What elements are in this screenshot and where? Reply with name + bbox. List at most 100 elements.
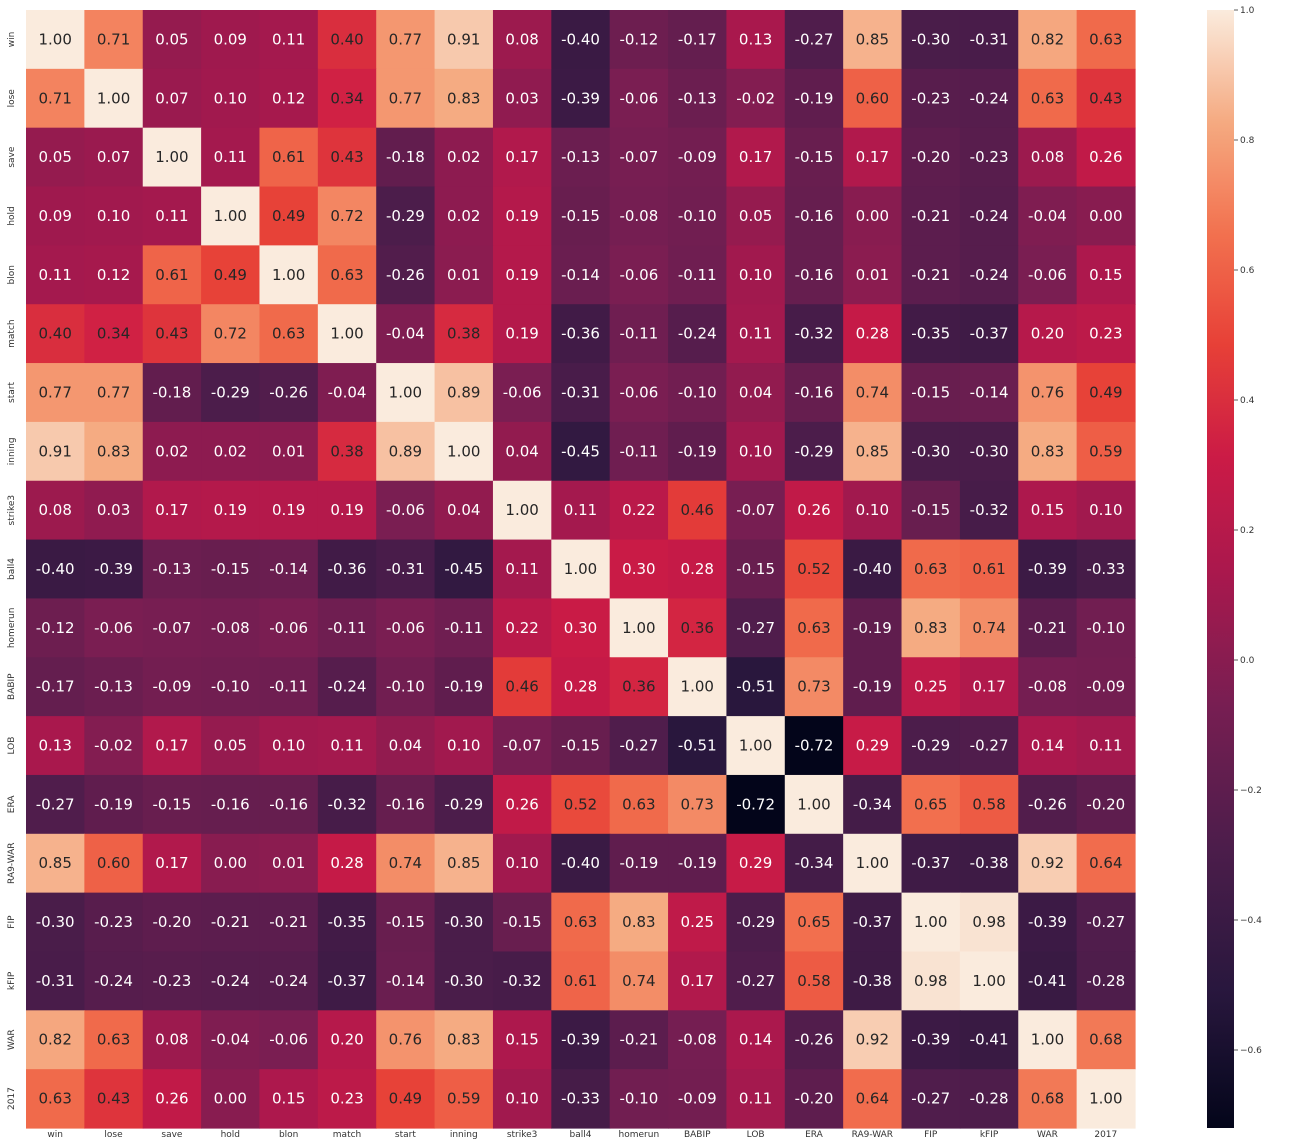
heatmap-cell-label: 0.49 — [389, 1090, 422, 1108]
heatmap-cell-start-strike3 — [492, 363, 552, 423]
heatmap-cell-ball4-match — [317, 539, 377, 600]
heatmap-cell-WAR-blon — [259, 1010, 319, 1070]
heatmap-cell-label: 0.61 — [564, 972, 597, 990]
heatmap-cell-kFIP-FIP — [901, 951, 961, 1011]
heatmap-cell-label: 0.05 — [739, 207, 772, 225]
heatmap-cell-strike3-RA9-WAR — [843, 480, 903, 541]
heatmap-cell-label: 0.10 — [214, 89, 247, 107]
heatmap-cell-RA9-WAR-ball4 — [551, 833, 611, 894]
heatmap-cell-label: 0.49 — [214, 266, 247, 284]
heatmap-cell-label: 1.00 — [739, 737, 772, 755]
x-tick-label: lose — [104, 1130, 123, 1140]
x-tick-label: ball4 — [570, 1130, 592, 1140]
heatmap-cell-label: -0.24 — [970, 266, 1009, 284]
heatmap-cell-label: 0.74 — [622, 972, 655, 990]
heatmap-cell-label: -0.23 — [911, 89, 950, 107]
heatmap-cell-2017-ball4 — [551, 1069, 611, 1129]
heatmap-cell-label: -0.27 — [970, 737, 1009, 755]
heatmap-cell-start-save — [142, 363, 202, 423]
x-tick-label: 2017 — [1094, 1130, 1117, 1140]
y-tick-label: win — [7, 32, 17, 48]
y-tick-label: 2017 — [7, 1087, 17, 1110]
heatmap-cell-homerun-BABIP — [668, 598, 728, 658]
heatmap-cell-homerun-ERA — [784, 598, 844, 658]
heatmap-cell-ball4-blon — [259, 539, 319, 600]
heatmap-cell-kFIP-save — [142, 951, 202, 1011]
heatmap-cells — [26, 10, 1136, 1129]
heatmap-cell-WAR-ball4 — [551, 1010, 611, 1070]
heatmap-cell-strike3-hold — [201, 480, 261, 541]
heatmap-cell-2017-lose — [84, 1069, 144, 1129]
heatmap-cell-RA9-WAR-LOB — [726, 833, 786, 894]
heatmap-cell-blon-start — [376, 245, 436, 305]
heatmap-cell-label: 1.00 — [272, 266, 305, 284]
heatmap-cell-kFIP-2017 — [1076, 951, 1136, 1011]
x-tick-label: win — [47, 1130, 63, 1140]
heatmap-cell-label: 0.64 — [856, 1090, 889, 1108]
heatmap-cell-label: 0.52 — [797, 560, 830, 578]
heatmap-cell-label: -0.21 — [1028, 619, 1067, 637]
heatmap-cell-label: 0.08 — [38, 501, 71, 519]
heatmap-cell-win-LOB — [726, 10, 786, 70]
heatmap-cell-label: -0.27 — [736, 619, 775, 637]
heatmap-cell-label: 0.04 — [389, 737, 422, 755]
heatmap-cell-label: 0.14 — [1031, 737, 1064, 755]
heatmap-cell-ERA-lose — [84, 774, 144, 835]
heatmap-cell-kFIP-hold — [201, 951, 261, 1011]
heatmap-cell-label: 1.00 — [389, 383, 422, 401]
heatmap-cell-win-BABIP — [668, 10, 728, 70]
heatmap-cell-label: 0.08 — [155, 1031, 188, 1049]
heatmap-cell-label: -0.27 — [736, 972, 775, 990]
x-tick-label: save — [161, 1130, 183, 1140]
heatmap-cell-label: 0.00 — [214, 854, 247, 872]
heatmap-cell-label: 0.63 — [38, 1090, 71, 1108]
heatmap-cell-inning-inning — [434, 421, 494, 482]
heatmap-cell-ERA-inning — [434, 774, 494, 835]
heatmap-cell-label: -0.10 — [678, 207, 717, 225]
heatmap-cell-label: 0.43 — [155, 325, 188, 343]
heatmap-cell-label: -0.11 — [619, 442, 658, 460]
heatmap-cell-label: -0.20 — [911, 148, 950, 166]
heatmap-cell-label: -0.12 — [36, 619, 75, 637]
y-tick-label: homerun — [7, 608, 17, 649]
heatmap-cell-hold-homerun — [609, 186, 669, 246]
heatmap-cell-homerun-match — [317, 598, 377, 658]
heatmap-cell-homerun-RA9-WAR — [843, 598, 903, 658]
heatmap-cell-label: -0.11 — [619, 325, 658, 343]
heatmap-cell-LOB-strike3 — [492, 716, 552, 776]
heatmap-cell-label: 0.36 — [681, 619, 714, 637]
heatmap-cell-label: 0.36 — [622, 678, 655, 696]
heatmap-cell-2017-inning — [434, 1069, 494, 1129]
heatmap-cell-label: -0.39 — [1028, 560, 1067, 578]
heatmap-cell-label: -0.39 — [561, 89, 600, 107]
heatmap-cell-FIP-RA9-WAR — [843, 892, 903, 953]
heatmap-cell-blon-match — [317, 245, 377, 305]
heatmap-cell-label: -0.30 — [444, 913, 483, 931]
heatmap-cell-label: -0.21 — [269, 913, 308, 931]
heatmap-cell-label: 0.26 — [155, 1090, 188, 1108]
heatmap-cell-label: -0.24 — [94, 972, 133, 990]
heatmap-cell-hold-match — [317, 186, 377, 246]
heatmap-cell-label: -0.19 — [853, 678, 892, 696]
heatmap-cell-label: -0.29 — [386, 207, 425, 225]
heatmap-cell-label: -0.45 — [444, 560, 483, 578]
heatmap-cell-FIP-strike3 — [492, 892, 552, 953]
heatmap-cell-strike3-BABIP — [668, 480, 728, 541]
heatmap-cell-match-lose — [84, 304, 144, 364]
heatmap-cell-2017-save — [142, 1069, 202, 1129]
heatmap-cell-RA9-WAR-ERA — [784, 833, 844, 894]
heatmap-cell-label: 0.85 — [38, 854, 71, 872]
heatmap-cell-label: 0.11 — [155, 207, 188, 225]
heatmap-cell-match-RA9-WAR — [843, 304, 903, 364]
heatmap-cell-win-strike3 — [492, 10, 552, 70]
heatmap-cell-inning-2017 — [1076, 421, 1136, 482]
heatmap-cell-ERA-BABIP — [668, 774, 728, 835]
heatmap-cell-LOB-ball4 — [551, 716, 611, 776]
heatmap-cell-lose-BABIP — [668, 68, 728, 129]
heatmap-cell-homerun-strike3 — [492, 598, 552, 658]
heatmap-cell-BABIP-FIP — [901, 657, 961, 717]
heatmap-cell-homerun-lose — [84, 598, 144, 658]
colorbar-tick-label: 1.0 — [1240, 6, 1255, 16]
heatmap-cell-label: 0.01 — [272, 854, 305, 872]
heatmap-cell-match-inning — [434, 304, 494, 364]
